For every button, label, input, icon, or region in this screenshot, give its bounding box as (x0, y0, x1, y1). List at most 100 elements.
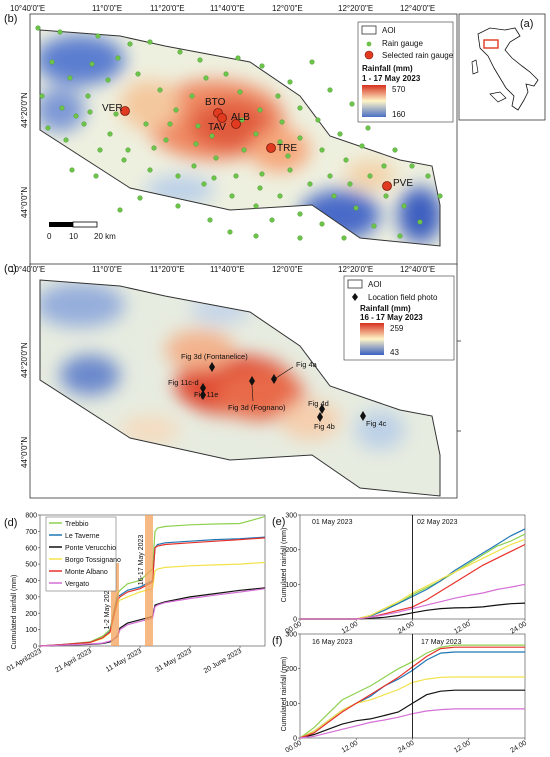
rain-gauge-dot (241, 147, 247, 153)
rain-gauge-dot (211, 175, 217, 181)
series-line-ponte-verucchio (299, 689, 525, 739)
lon-tick-c-2: 11°20'0"E (150, 265, 185, 274)
rain-gauge-dot (227, 229, 233, 235)
rain-gauge-dot (223, 71, 229, 77)
rain-gauge-dot (173, 107, 179, 113)
site-label-pve: PVE (393, 178, 413, 189)
x-tick-label: 01 April2023 (6, 648, 43, 674)
series-line-vergato (300, 583, 526, 620)
map-c: Fig 3d (Fontanelice) Fig 11c-d Fig 11e F… (4, 263, 461, 499)
y-tick-label: 300 (285, 513, 297, 520)
legend-colorbar-c (360, 323, 384, 355)
rain-gauge-dot (253, 233, 259, 239)
photo-label-11e: Fig 11e (194, 390, 218, 399)
lon-tick-b-1: 11°0'0"E (92, 4, 122, 13)
rain-gauge-dot (189, 93, 195, 99)
rain-gauge-dot (353, 205, 359, 211)
rain-gauge-dot (213, 155, 219, 161)
y-tick-label: 200 (285, 547, 297, 554)
rain-gauge-dot (287, 79, 293, 85)
legend-d-trebbio: Trebbio (65, 521, 89, 528)
lat-tick-c-1: 44°0'0"N (20, 437, 29, 468)
legend-aoi-swatch (361, 25, 377, 35)
scale-bar: 0 10 20 km (47, 221, 116, 241)
rain-gauge-dot (437, 193, 443, 199)
x-tick-label: 24.00 (509, 621, 528, 636)
rain-gauge-dot (297, 105, 303, 111)
photo-marker-fognano (249, 376, 255, 386)
day-label-f-1: 17 May 2023 (421, 639, 462, 646)
rain-gauge-dot (392, 147, 398, 153)
y-tick-label: 700 (25, 529, 37, 536)
photo-label-fontanelice: Fig 3d (Fontanelice) (181, 352, 248, 361)
rain-gauge-dot (57, 29, 63, 35)
panel-label-e: (e) (272, 516, 285, 528)
rain-gauge-dot (383, 193, 389, 199)
x-tick-label: 24.00 (397, 621, 416, 636)
scale-label-20: 20 km (94, 232, 116, 241)
legend-max-c: 259 (390, 324, 404, 333)
rain-gauge-dot (277, 193, 283, 199)
site-label-tav: TAV (208, 122, 226, 133)
rain-gauge-dot (259, 63, 265, 69)
day-label-f-0: 16 May 2023 (312, 639, 353, 646)
rain-gauge-dot (69, 167, 75, 173)
gauge-ver (120, 106, 130, 116)
photo-label-4b: Fig 4b (314, 422, 335, 431)
gauge-tre (266, 143, 276, 153)
lon-tick-b-6: 12°40'0"E (400, 4, 435, 13)
ylabel-d: Cumulated rainfall (mm) (11, 575, 18, 650)
panel-label-b: (b) (4, 13, 17, 25)
legend-title-c: Rainfall (mm) (360, 304, 411, 313)
rain-gauge-dot (337, 131, 343, 137)
rain-gauge-dot (89, 61, 95, 67)
day-label-e-1: 02 May 2023 (417, 519, 458, 526)
rain-gauge-dot (327, 173, 333, 179)
x-tick-label: 21 April 2023 (54, 648, 93, 675)
photo-marker-11cd (200, 383, 206, 393)
legend-min-b: 160 (392, 110, 406, 119)
rain-gauge-dot (285, 153, 291, 159)
rain-gauge-dot (315, 117, 321, 123)
rain-gauge-dot (105, 77, 111, 83)
rain-gauge-dot (167, 121, 173, 127)
photo-marker-11e (200, 390, 206, 400)
site-label-ver: VER (102, 103, 123, 114)
y-tick-label: 100 (285, 701, 297, 708)
y-tick-label: 300 (25, 594, 37, 601)
lon-tick-b-4: 12°0'0"E (272, 4, 303, 13)
lon-tick-b-0: 10°40'0"E (10, 4, 45, 13)
lon-tick-b-3: 11°40'0"E (210, 4, 245, 13)
rain-gauge-dot (39, 93, 45, 99)
rain-gauge-dot (127, 41, 133, 47)
lon-tick-c-0: 10°40'0"E (10, 265, 45, 274)
rain-gauge-dot (417, 219, 423, 225)
rain-gauge-dot (307, 181, 313, 187)
gauge-tav (217, 113, 227, 123)
legend-d-borgo-tossignano: Borgo Tossignano (65, 557, 121, 564)
rain-gauge-dot (233, 173, 239, 179)
photo-marker-4b (317, 412, 323, 422)
site-label-alb: ALB (231, 112, 250, 123)
legend-d-vergato: Vergato (65, 581, 89, 588)
chart-d: (d) Cumulated rainfall (mm) 0 100 200 300 40… (4, 513, 266, 675)
legend-d-ponte-verucchio: Ponte Verucchio (65, 545, 116, 552)
y-tick-label: 500 (25, 562, 37, 569)
photo-label-fognano: Fig 3d (Fognano) (228, 403, 286, 412)
y-tick-label: 200 (285, 666, 297, 673)
rain-gauge-dot (365, 125, 371, 131)
rain-gauge-dot (107, 131, 113, 137)
rain-gauge-dot (269, 217, 275, 223)
rain-gauge-dot (73, 113, 79, 119)
rain-gauge-dot (277, 139, 283, 145)
rain-gauge-dot (175, 203, 181, 209)
site-label-tre: TRE (277, 143, 297, 154)
chart-f: (f) Cumulated rainfall (mm) 010020030000… (272, 632, 528, 755)
rain-gauge-dot (137, 195, 143, 201)
x-tick-label: 12.00 (341, 621, 360, 636)
rain-gauge-dot (151, 145, 157, 151)
rain-gauge-dot (125, 147, 131, 153)
legend-b: AOI Rain gauge Selected rain gauge Rainf… (357, 21, 454, 123)
aoi-outline-c (39, 279, 441, 497)
shade-1-2-may (111, 563, 119, 646)
